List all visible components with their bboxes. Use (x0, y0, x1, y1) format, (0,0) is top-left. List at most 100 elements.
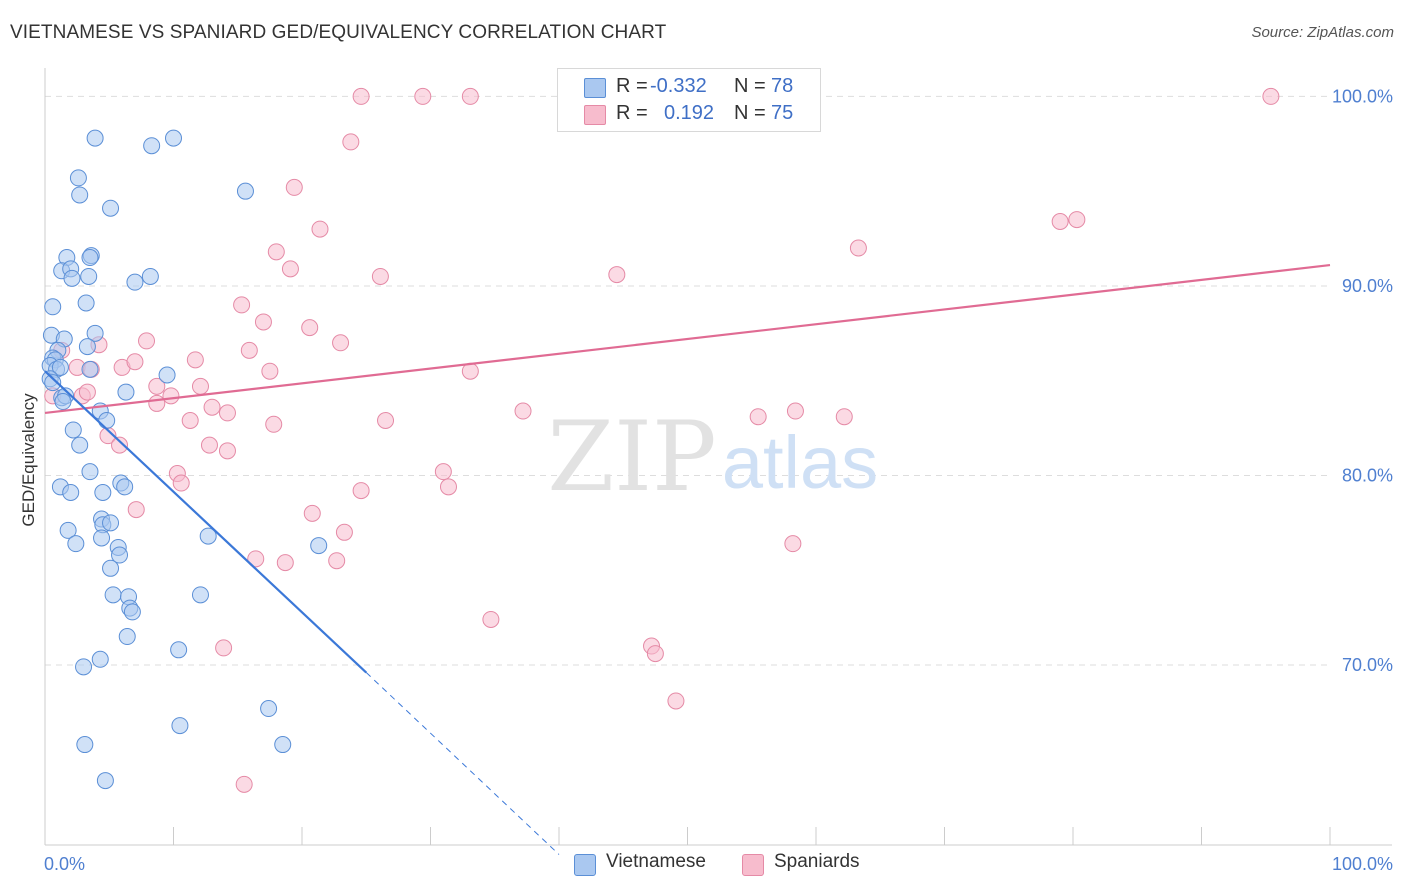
spaniards-point (784, 535, 802, 553)
spaniards-point (328, 552, 346, 570)
spaniards-point (181, 411, 199, 429)
spaniards-point (148, 377, 166, 395)
spaniards-point (261, 362, 279, 380)
vietnamese-point (111, 546, 129, 564)
spaniards-point (434, 463, 452, 481)
vietnamese-trend-line (44, 370, 368, 674)
y-tick-labels: 70.0% 80.0% 90.0% 100.0% (1332, 86, 1393, 675)
vietnamese-point (44, 374, 62, 392)
spaniards-point (849, 239, 867, 257)
vietnamese-point (96, 772, 114, 790)
legend-swatch-spaniards (742, 854, 764, 876)
vietnamese-point (80, 267, 98, 285)
legend-swatch-vietnamese (584, 78, 606, 98)
watermark-zip: ZIP (547, 401, 716, 513)
vietnamese-point (64, 421, 82, 439)
vietnamese-point (118, 628, 136, 646)
vietnamese-point (104, 586, 122, 604)
legend-n-value: 78 (771, 75, 794, 97)
spaniards-point (276, 554, 294, 572)
vietnamese-point (86, 324, 104, 342)
spaniards-point (439, 478, 457, 496)
spaniards-point (203, 398, 221, 416)
spaniards-point (342, 133, 360, 151)
vietnamese-point (62, 484, 80, 502)
vietnamese-point (199, 527, 217, 545)
vietnamese-point (171, 717, 189, 735)
legend-n-value: 75 (771, 102, 794, 124)
spaniards-point (332, 334, 350, 352)
spaniards-point (265, 415, 283, 433)
y-tick-label: 100.0% (1332, 86, 1393, 106)
spaniards-point (138, 332, 156, 350)
legend-label-spaniards: Spaniards (774, 851, 860, 872)
legend-row-vietnamese: R = -0.332 N = 78 (558, 73, 820, 101)
vietnamese-point (274, 736, 292, 754)
legend-r-value: -0.332 (650, 75, 707, 97)
spaniards-point (281, 260, 299, 278)
vietnamese-point (102, 514, 120, 532)
y-tick-label: 70.0% (1342, 655, 1393, 675)
vietnamese-point (71, 186, 89, 204)
y-tick-label: 80.0% (1342, 465, 1393, 485)
legend-n-label: N = (734, 75, 766, 97)
spaniards-point (303, 504, 321, 522)
trend-lines (44, 263, 1331, 855)
spaniards-point (335, 523, 353, 541)
spaniards-point (127, 501, 145, 519)
vietnamese-point (236, 182, 254, 200)
legend-swatch-vietnamese (574, 854, 596, 876)
chart-title: VIETNAMESE VS SPANIARD GED/EQUIVALENCY C… (10, 22, 667, 43)
y-tick-label: 90.0% (1342, 276, 1393, 296)
vietnamese-point (51, 358, 69, 376)
spaniards-point (200, 436, 218, 454)
vietnamese-point (126, 273, 144, 291)
spaniards-point (646, 645, 664, 663)
grid-lines (45, 95, 1330, 666)
spaniards-point (749, 408, 767, 426)
stats-legend: R = -0.332 N = 78 R = 0.192 N = 75 (557, 68, 821, 132)
vietnamese-point (78, 338, 96, 356)
spaniards-point (482, 610, 500, 628)
vietnamese-point (170, 641, 188, 659)
spaniards-point (172, 474, 190, 492)
vietnamese-point (158, 366, 176, 384)
vietnamese-point (91, 650, 109, 668)
spaniards-point (215, 639, 233, 657)
vietnamese-point (93, 529, 111, 547)
x-tick-labels: 0.0% 100.0% (44, 854, 1393, 874)
spaniards-point (218, 442, 236, 460)
spaniards-point (186, 351, 204, 369)
spaniards-point (352, 87, 370, 105)
vietnamese-point (81, 249, 99, 267)
spaniards-point (111, 436, 129, 454)
spaniards-point (247, 550, 265, 568)
vietnamese-point (117, 383, 135, 401)
spaniards-point (235, 775, 253, 793)
spaniards-point (1068, 211, 1086, 229)
vietnamese-point (143, 137, 161, 155)
legend-n-label: N = (734, 102, 766, 124)
spaniards-point (254, 313, 272, 331)
spaniards-point (608, 266, 626, 284)
vietnamese-point (63, 269, 81, 287)
spaniards-point (191, 377, 209, 395)
vietnamese-trend-extension (365, 672, 560, 855)
vietnamese-point (75, 658, 93, 676)
vietnamese-point (76, 736, 94, 754)
vietnamese-point (81, 360, 99, 378)
y-axis-title: GED/Equivalency (19, 393, 38, 527)
spaniards-point (267, 243, 285, 261)
source-label: Source: ZipAtlas.com (1251, 24, 1394, 41)
axes (44, 68, 1392, 846)
vietnamese-point (310, 537, 328, 555)
vietnamese-point (77, 294, 95, 312)
vietnamese-point (69, 169, 87, 187)
spaniards-points (44, 87, 1280, 793)
spaniards-point (233, 296, 251, 314)
spaniards-point (352, 482, 370, 500)
vietnamese-point (94, 484, 112, 502)
watermark-atlas: atlas (722, 421, 878, 504)
legend-r-value: 0.192 (664, 102, 715, 124)
